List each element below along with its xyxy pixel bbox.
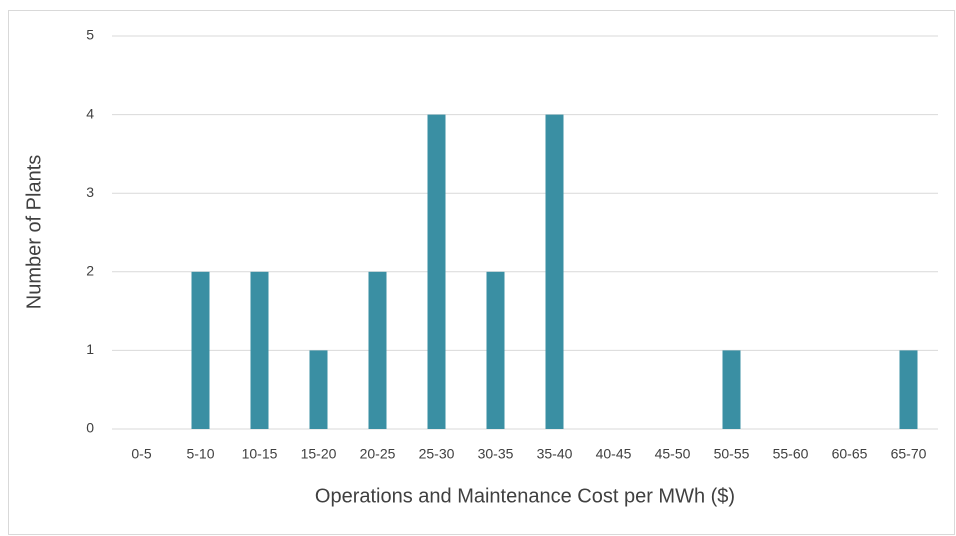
bar: [191, 271, 210, 429]
chart-border: [8, 10, 955, 535]
bar: [309, 350, 328, 429]
x-tick-label: 60-65: [832, 446, 868, 462]
y-tick-label: 2: [86, 263, 94, 279]
y-tick-label: 5: [86, 27, 94, 43]
bar: [486, 271, 505, 429]
y-axis-title: Number of Plants: [23, 155, 45, 310]
x-axis-title: Operations and Maintenance Cost per MWh …: [315, 485, 735, 507]
x-tick-label: 45-50: [655, 446, 691, 462]
x-tick-label: 35-40: [537, 446, 573, 462]
x-tick-label: 15-20: [301, 446, 337, 462]
bar: [427, 114, 446, 429]
bar: [250, 271, 269, 429]
x-tick-label: 55-60: [773, 446, 809, 462]
y-tick-label: 4: [86, 105, 94, 121]
x-tick-label: 10-15: [242, 446, 278, 462]
x-tick-label: 50-55: [714, 446, 750, 462]
bar: [368, 271, 387, 429]
x-tick-label: 20-25: [360, 446, 396, 462]
x-tick-label: 0-5: [131, 446, 151, 462]
bar: [722, 350, 741, 429]
y-tick-label: 1: [86, 341, 94, 357]
y-tick-label: 3: [86, 184, 94, 200]
x-tick-label: 40-45: [596, 446, 632, 462]
x-tick-label: 5-10: [186, 446, 214, 462]
x-tick-label: 25-30: [419, 446, 455, 462]
x-tick-label: 65-70: [891, 446, 927, 462]
bar: [545, 114, 564, 429]
bar: [899, 350, 918, 429]
y-tick-label: 0: [86, 420, 94, 436]
x-tick-label: 30-35: [478, 446, 514, 462]
